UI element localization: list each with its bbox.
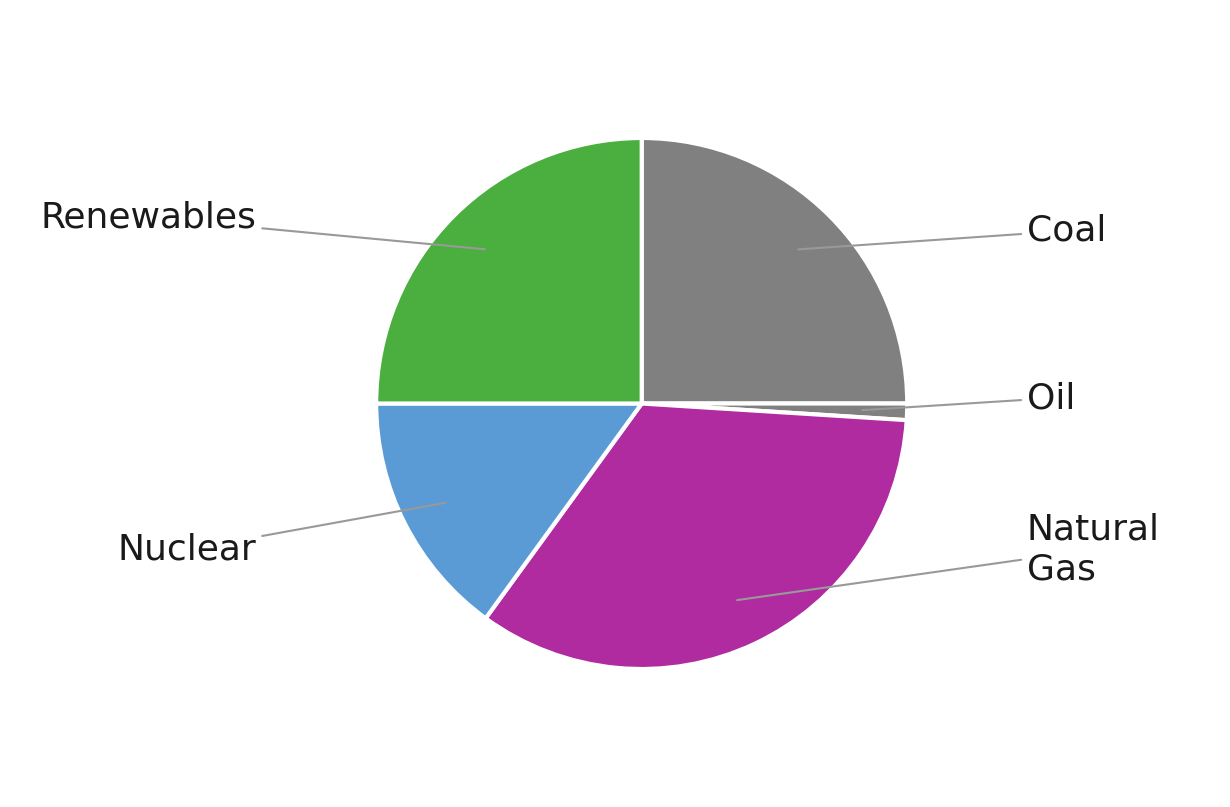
Text: Natural
Gas: Natural Gas: [737, 512, 1160, 600]
Text: Oil: Oil: [862, 381, 1075, 415]
Wedge shape: [376, 138, 642, 404]
Wedge shape: [376, 404, 642, 618]
Wedge shape: [642, 138, 908, 404]
Text: Nuclear: Nuclear: [118, 503, 445, 567]
Text: Renewables: Renewables: [41, 201, 485, 249]
Wedge shape: [486, 404, 907, 669]
Wedge shape: [642, 404, 908, 420]
Text: Coal: Coal: [798, 214, 1106, 249]
